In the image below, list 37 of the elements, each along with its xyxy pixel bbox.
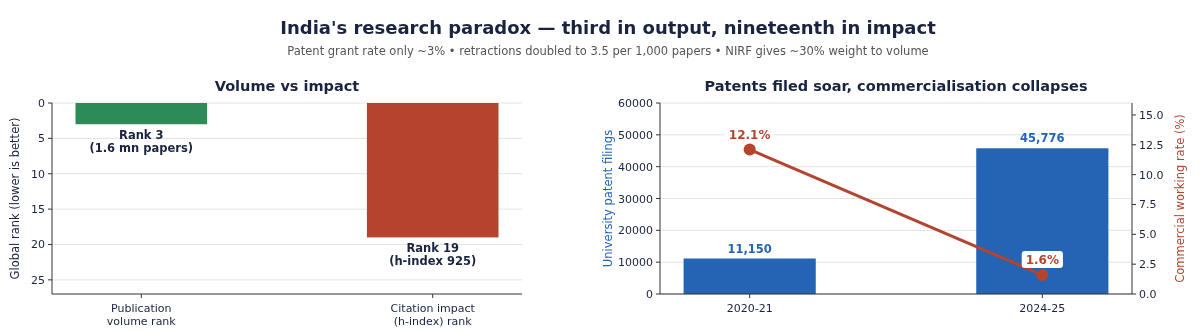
chart-title: Volume vs impact: [214, 78, 360, 94]
data-label: 11,150: [727, 241, 772, 256]
y2-tick-label: 7.5: [1139, 198, 1157, 212]
y-tick-label: 10000: [618, 256, 653, 270]
y-axis-title: University patent filings: [601, 129, 615, 268]
y-tick-label: 50000: [618, 128, 653, 142]
y-tick-label: 20: [31, 238, 45, 252]
data-label: 12.1%: [728, 127, 771, 142]
y2-tick-label: 0.0: [1139, 288, 1157, 301]
y2-tick-label: 15.0: [1139, 108, 1164, 122]
y2-tick-label: 2.5: [1139, 258, 1157, 272]
y-tick-label: 0: [646, 288, 653, 301]
y2-tick-label: 10.0: [1139, 168, 1164, 182]
y2-axis-title: Commercial working rate (%): [1173, 114, 1187, 283]
text: India's research paradox — third in output, nineteenth in impact: [280, 17, 937, 38]
y-tick-label: 40000: [618, 160, 653, 174]
data-label: 45,776: [1020, 131, 1065, 146]
text: Patent grant rate only ~3% • retractions doubled to 3.5 per 1,000 papers • NIRF gives ~30% weight to volume: [287, 44, 929, 58]
data-label: Rank 3 (1.6 mn papers): [89, 128, 194, 156]
x-tick-label: 2020-21: [726, 302, 773, 315]
y-tick-label: 60000: [618, 97, 653, 110]
chart-title: Patents filed soar, commercialisation collapses: [704, 78, 1088, 94]
data-label: 1.6%: [1025, 252, 1059, 267]
x-tick-label: Publication volume rank: [106, 302, 177, 328]
y-axis-title: Global rank (lower is better): [8, 117, 22, 280]
y2-tick-label: 5.0: [1139, 228, 1157, 242]
data-label: Rank 19 (h-index 925): [389, 241, 477, 269]
x-tick-label: 2024-25: [1019, 302, 1066, 315]
y-tick-label: 25: [31, 273, 45, 287]
x-tick-label: Citation impact (h-index) rank: [390, 302, 476, 328]
y-tick-label: 5: [38, 132, 45, 146]
y-tick-label: 0: [38, 97, 45, 110]
y-tick-label: 10: [31, 167, 45, 181]
y-tick-label: 30000: [618, 192, 653, 206]
y-tick-label: 20000: [618, 224, 653, 238]
y-tick-label: 15: [31, 203, 45, 217]
y2-tick-label: 12.5: [1139, 138, 1164, 152]
